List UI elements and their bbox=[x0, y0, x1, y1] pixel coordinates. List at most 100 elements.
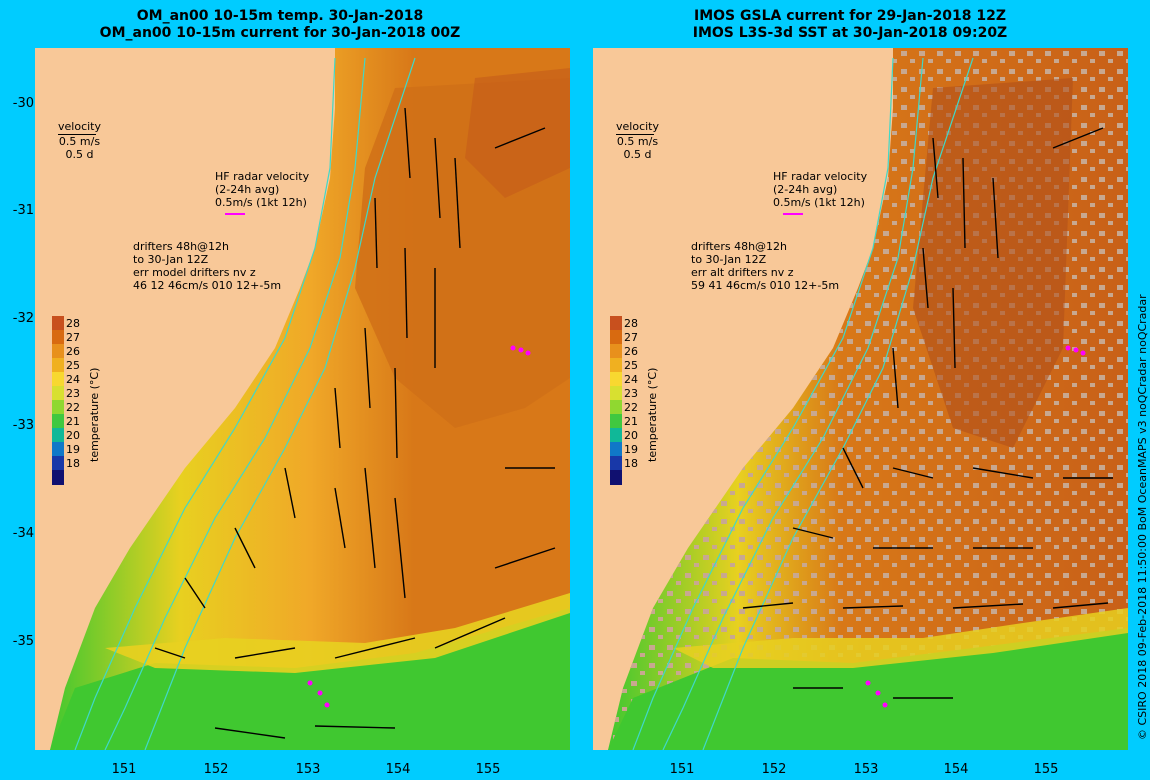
isobath-2000 bbox=[702, 57, 974, 750]
left-title-line1: OM_an00 10-15m temp. 30-Jan-2018 bbox=[136, 8, 424, 24]
colorbar-swatch bbox=[610, 316, 622, 331]
colorbar-tick: 22 bbox=[66, 401, 80, 414]
y-tick: -30 bbox=[12, 96, 34, 111]
y-tick: -31 bbox=[12, 203, 34, 218]
colorbar-tick: 26 bbox=[624, 345, 638, 358]
front-band bbox=[105, 593, 570, 673]
colorbar-swatch bbox=[610, 414, 622, 429]
colorbar-swatch bbox=[52, 400, 64, 415]
x-tick: 151 bbox=[669, 762, 695, 777]
hot-patch bbox=[465, 68, 570, 198]
isobath-1000 bbox=[662, 57, 924, 750]
x-tick: 153 bbox=[295, 762, 321, 777]
left-colorbar bbox=[52, 316, 64, 485]
right-title: IMOS GSLA current for 29-Jan-2018 12Z IM… bbox=[570, 8, 1130, 42]
hf-scale-arrow bbox=[225, 213, 245, 215]
colorbar-swatch bbox=[52, 442, 64, 457]
colorbar-tick: 24 bbox=[66, 373, 80, 386]
colorbar-swatch bbox=[610, 400, 622, 415]
colorbar-tick: 24 bbox=[624, 373, 638, 386]
velocity-scale-arrow bbox=[616, 134, 654, 135]
colorbar-swatch bbox=[52, 316, 64, 331]
colorbar-tick: 28 bbox=[66, 317, 80, 330]
x-tick: 151 bbox=[111, 762, 137, 777]
colorbar-swatch bbox=[610, 428, 622, 443]
colorbar-swatch bbox=[610, 330, 622, 345]
colorbar-swatch bbox=[610, 372, 622, 387]
current-arrows bbox=[154, 107, 556, 739]
colorbar-tick: 19 bbox=[624, 443, 638, 456]
x-tick: 153 bbox=[853, 762, 879, 777]
left-map-panel bbox=[35, 48, 570, 750]
right-drifter-legend: drifters 48h@12h to 30-Jan 12Z err alt d… bbox=[691, 240, 840, 292]
y-tick: -35 bbox=[12, 634, 34, 649]
colorbar-tick: 28 bbox=[624, 317, 638, 330]
isobath-2000 bbox=[144, 57, 416, 750]
right-colorbar-label: temperature (°C) bbox=[646, 367, 659, 462]
velocity-scale-arrow bbox=[58, 134, 96, 135]
cool-band bbox=[50, 608, 570, 750]
colorbar-swatch bbox=[52, 344, 64, 359]
left-colorbar-label: temperature (°C) bbox=[88, 367, 101, 462]
left-velocity-legend: velocity 0.5 m/s 0.5 d bbox=[58, 120, 101, 161]
colorbar-tick: 27 bbox=[624, 331, 638, 344]
x-tick: 152 bbox=[203, 762, 229, 777]
colorbar-tick: 23 bbox=[66, 387, 80, 400]
colorbar-swatch bbox=[610, 386, 622, 401]
x-tick: 155 bbox=[475, 762, 501, 777]
colorbar-swatch bbox=[52, 358, 64, 373]
colorbar-swatch bbox=[52, 456, 64, 471]
front-band bbox=[673, 608, 1128, 668]
colorbar-tick: 19 bbox=[66, 443, 80, 456]
colorbar-swatch bbox=[52, 386, 64, 401]
colorbar-swatch bbox=[610, 344, 622, 359]
drifter-markers bbox=[865, 345, 1086, 708]
y-tick: -32 bbox=[12, 311, 34, 326]
y-tick: -34 bbox=[12, 526, 34, 541]
left-drifter-legend: drifters 48h@12h to 30-Jan 12Z err model… bbox=[133, 240, 282, 292]
right-velocity-legend: velocity 0.5 m/s 0.5 d bbox=[616, 120, 659, 161]
colorbar-swatch bbox=[610, 456, 622, 471]
right-colorbar bbox=[610, 316, 622, 485]
colorbar-swatch bbox=[52, 428, 64, 443]
left-title-line2: OM_an00 10-15m current for 30-Jan-2018 0… bbox=[99, 25, 461, 41]
right-title-line2: IMOS L3S-3d SST at 30-Jan-2018 09:20Z bbox=[692, 25, 1008, 41]
isobath-1000 bbox=[104, 57, 366, 750]
colorbar-tick: 26 bbox=[66, 345, 80, 358]
current-arrows bbox=[742, 127, 1113, 699]
left-map bbox=[35, 48, 570, 750]
colorbar-swatch bbox=[610, 470, 622, 485]
colorbar-tick: 23 bbox=[624, 387, 638, 400]
right-map bbox=[593, 48, 1128, 750]
colorbar-tick: 25 bbox=[624, 359, 638, 372]
x-tick: 154 bbox=[943, 762, 969, 777]
colorbar-swatch bbox=[52, 330, 64, 345]
right-map-panel bbox=[593, 48, 1128, 750]
colorbar-tick: 18 bbox=[66, 457, 80, 470]
right-hf-legend: HF radar velocity (2-24h avg) 0.5m/s (1k… bbox=[773, 170, 867, 215]
colorbar-tick: 21 bbox=[624, 415, 638, 428]
drifter-markers bbox=[307, 345, 531, 708]
colorbar-tick: 27 bbox=[66, 331, 80, 344]
colorbar-swatch bbox=[610, 442, 622, 457]
left-title: OM_an00 10-15m temp. 30-Jan-2018 OM_an00… bbox=[0, 8, 560, 42]
x-tick: 155 bbox=[1033, 762, 1059, 777]
hot-core bbox=[913, 78, 1073, 448]
x-tick: 154 bbox=[385, 762, 411, 777]
left-hf-legend: HF radar velocity (2-24h avg) 0.5m/s (1k… bbox=[215, 170, 309, 215]
isobath-200 bbox=[74, 57, 336, 750]
x-tick: 152 bbox=[761, 762, 787, 777]
colorbar-swatch bbox=[52, 372, 64, 387]
right-title-line1: IMOS GSLA current for 29-Jan-2018 12Z bbox=[694, 8, 1006, 24]
credit-text: © CSIRO 2018 09-Feb-2018 11:50:00 BoM Oc… bbox=[1136, 294, 1149, 740]
colorbar-tick: 21 bbox=[66, 415, 80, 428]
colorbar-tick: 22 bbox=[624, 401, 638, 414]
y-tick: -33 bbox=[12, 418, 34, 433]
colorbar-tick: 18 bbox=[624, 457, 638, 470]
colorbar-tick: 25 bbox=[66, 359, 80, 372]
colorbar-swatch bbox=[610, 358, 622, 373]
colorbar-swatch bbox=[52, 414, 64, 429]
colorbar-swatch bbox=[52, 470, 64, 485]
colorbar-tick: 20 bbox=[66, 429, 80, 442]
hf-scale-arrow bbox=[783, 213, 803, 215]
